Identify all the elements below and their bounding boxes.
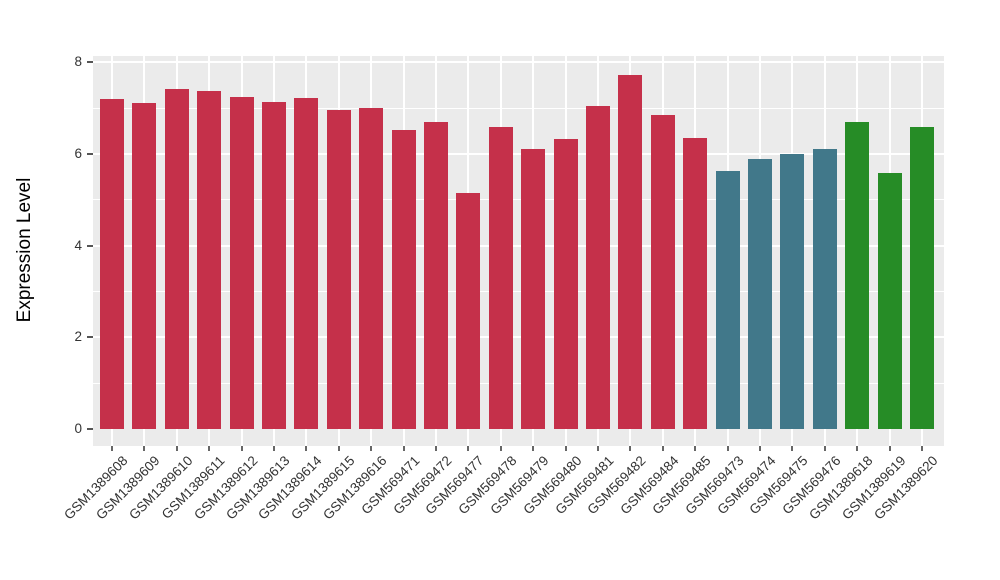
gridline-minor-y: [93, 107, 944, 109]
gridline-major-y: [93, 153, 944, 156]
bar: [326, 110, 351, 429]
bar: [456, 192, 481, 429]
bar: [877, 172, 902, 429]
x-tick-mark: [597, 446, 599, 451]
bar: [586, 105, 610, 429]
y-tick-mark: [87, 244, 93, 247]
gridline-major-y: [93, 61, 944, 64]
y-tick-label: 6: [74, 146, 82, 162]
y-tick-label: 4: [74, 237, 82, 253]
bar: [650, 114, 675, 429]
x-tick-mark: [856, 446, 859, 451]
bar: [488, 127, 513, 429]
bar: [164, 89, 189, 429]
bar: [910, 127, 934, 429]
bar: [845, 121, 870, 429]
x-tick-mark: [467, 446, 470, 451]
bar: [553, 138, 578, 429]
bar: [391, 130, 416, 429]
bar: [262, 101, 286, 429]
gridline-minor-y: [93, 291, 944, 292]
y-tick-label: 8: [74, 54, 82, 70]
x-tick-mark: [791, 446, 794, 451]
y-tick-label: 0: [74, 421, 82, 436]
bar: [294, 98, 319, 429]
bar: [748, 158, 772, 429]
y-tick-label: 2: [74, 329, 82, 345]
gridline-major-y: [93, 336, 944, 339]
bar: [132, 103, 157, 429]
x-tick-mark: [111, 446, 113, 451]
bar: [715, 171, 740, 429]
x-tick-mark: [759, 446, 761, 451]
x-tick-mark: [370, 446, 373, 451]
x-tick-mark: [888, 446, 891, 451]
y-tick-mark: [87, 428, 93, 430]
x-tick-mark: [823, 446, 826, 451]
gridline-major-y: [93, 244, 944, 247]
bar: [424, 121, 448, 429]
x-tick-mark: [402, 446, 405, 451]
y-tick-mark: [87, 153, 93, 156]
bar: [683, 137, 708, 429]
x-tick-mark: [273, 446, 275, 451]
x-tick-mark: [629, 446, 632, 451]
gridline-minor-y: [93, 199, 944, 201]
x-tick-mark: [305, 446, 308, 451]
x-tick-mark: [337, 446, 340, 451]
x-tick-mark: [208, 446, 211, 451]
plot-panel: [93, 56, 944, 446]
bar: [197, 90, 222, 429]
y-tick-mark: [87, 61, 93, 64]
x-tick-mark: [564, 446, 567, 451]
y-tick-mark: [87, 336, 93, 339]
x-tick-mark: [240, 446, 243, 451]
bar: [521, 148, 546, 429]
bar: [812, 149, 837, 429]
x-tick-mark: [921, 446, 923, 451]
x-tick-mark: [532, 446, 535, 451]
x-tick-mark: [143, 446, 146, 451]
x-tick-mark: [726, 446, 729, 451]
gridline-minor-y: [93, 382, 944, 384]
x-tick-mark: [499, 446, 502, 451]
x-tick-mark: [175, 446, 178, 451]
x-tick-mark: [694, 446, 697, 451]
bar: [780, 153, 805, 429]
bar: [359, 107, 384, 429]
bar: [229, 97, 254, 429]
x-tick-mark: [661, 446, 664, 451]
bar: [100, 98, 124, 429]
bar: [618, 74, 643, 429]
x-tick-mark: [435, 446, 437, 451]
